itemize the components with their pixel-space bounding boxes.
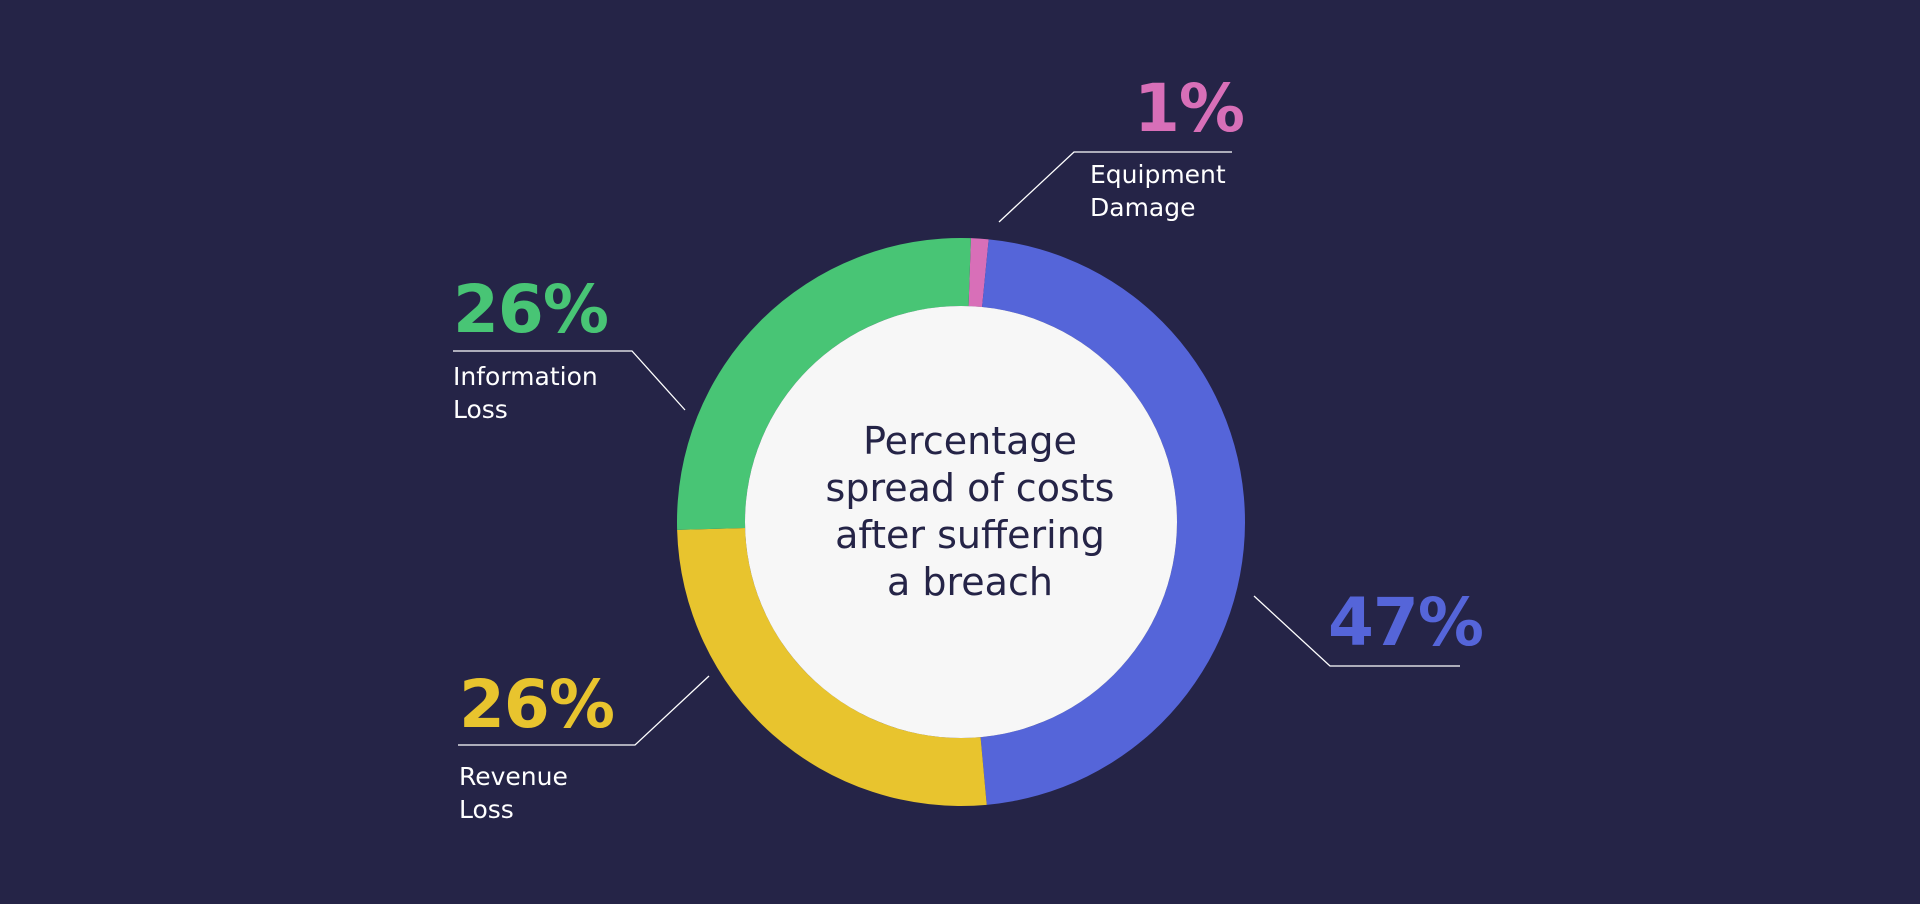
chart-title-line-3: after suffering (835, 513, 1105, 557)
revenue-loss-label: Revenue Loss (459, 760, 568, 826)
equipment-damage-percent: 1% (1134, 70, 1245, 147)
equipment-damage-label-line-1: Equipment (1090, 160, 1226, 189)
information-loss-label-line-2: Loss (453, 395, 508, 424)
leader-line-equipment-damage (998, 151, 1232, 223)
equipment-damage-label-line-2: Damage (1090, 193, 1196, 222)
donut-slice-equipment-damage (968, 238, 989, 308)
leader-line-blue-slice (1253, 595, 1460, 667)
donut-slice-information-loss (677, 238, 971, 530)
equipment-damage-label: Equipment Damage (1090, 158, 1226, 224)
leader-line-revenue-loss (458, 675, 710, 746)
information-loss-label-line-1: Information (453, 362, 598, 391)
donut-center (745, 306, 1177, 738)
blue-slice-percent: 47% (1328, 584, 1484, 661)
information-loss-percent: 26% (453, 271, 609, 348)
revenue-loss-percent: 26% (459, 666, 615, 743)
revenue-loss-label-line-1: Revenue (459, 762, 568, 791)
chart-title-line-4: a breach (887, 560, 1053, 604)
revenue-loss-label-line-2: Loss (459, 795, 514, 824)
information-loss-label: Information Loss (453, 360, 598, 426)
chart-title-line-2: spread of costs (825, 466, 1115, 510)
chart-title: Percentage spread of costs after sufferi… (780, 418, 1160, 606)
donut-slice-revenue-loss (677, 528, 987, 806)
chart-title-line-1: Percentage (863, 419, 1077, 463)
leader-line-information-loss (453, 350, 686, 411)
donut-slice-blue-slice (980, 239, 1245, 805)
